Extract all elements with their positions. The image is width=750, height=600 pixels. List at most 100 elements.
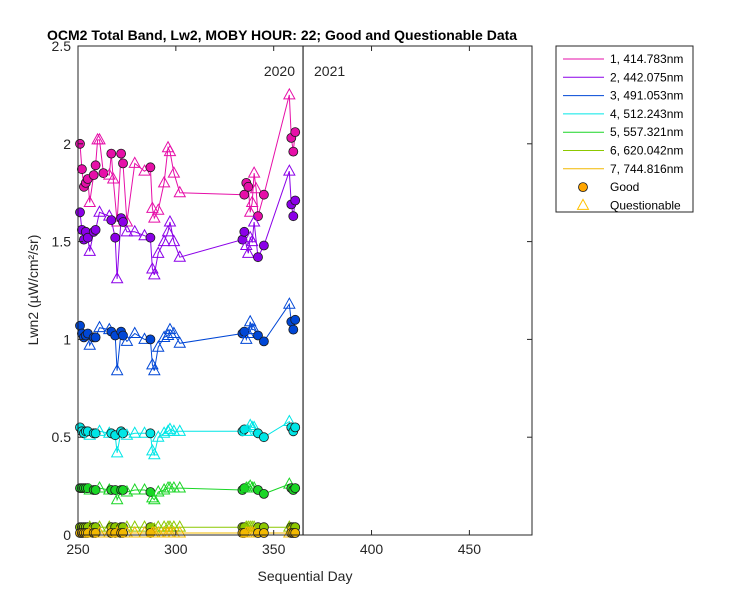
good-point	[88, 170, 99, 181]
questionable-point	[120, 428, 134, 440]
questionable-point	[241, 326, 255, 339]
series-2-442-075nm	[75, 164, 301, 284]
questionable-point	[128, 326, 142, 339]
good-point	[82, 232, 93, 243]
good-point	[75, 207, 85, 218]
good-point	[290, 483, 301, 494]
good-point	[90, 224, 101, 235]
good-point	[258, 189, 269, 200]
questionable-point	[151, 246, 165, 258]
axes-box	[77, 45, 533, 536]
good-point	[90, 160, 101, 171]
questionable-point	[93, 320, 106, 333]
good-point	[243, 181, 254, 192]
questionable-point	[120, 224, 134, 237]
good-point	[253, 330, 263, 341]
questionable-point	[93, 132, 106, 145]
y-tick-label: 2	[63, 136, 71, 152]
legend-label-questionable: Questionable	[610, 198, 681, 212]
good-point	[258, 336, 269, 347]
good-point	[118, 158, 128, 169]
questionable-point	[173, 526, 187, 538]
good-point	[118, 485, 128, 495]
x-tick-label: 400	[360, 541, 384, 557]
good-point	[258, 528, 269, 538]
y-tick-label: 0.5	[52, 429, 72, 445]
year-label-right: 2021	[314, 63, 345, 79]
questionable-point	[147, 211, 161, 223]
questionable-point	[128, 482, 142, 495]
legend-box	[555, 45, 694, 213]
questionable-point	[128, 426, 142, 438]
questionable-point	[147, 363, 161, 376]
questionable-point	[163, 215, 177, 227]
legend: 1, 414.783nm 2, 442.075nm 3, 491.053nm 4, 5…	[555, 45, 694, 213]
good-point	[258, 488, 269, 499]
good-point	[118, 528, 128, 538]
questionable-point	[245, 195, 259, 207]
good-point	[258, 240, 269, 251]
good-point	[145, 232, 156, 243]
questionable-point	[167, 166, 181, 178]
questionable-point	[167, 234, 181, 247]
legend-questionable-marker	[576, 198, 590, 210]
questionable-point	[106, 171, 120, 184]
x-tick-label: 350	[262, 541, 286, 557]
questionable-point	[83, 338, 97, 350]
good-point	[290, 422, 301, 433]
legend-good-marker	[578, 182, 588, 193]
questionable-point	[247, 166, 261, 178]
legend-label-good: Good	[610, 180, 639, 194]
legend-label-7-744-816nm: 7, 744.816nm	[610, 162, 683, 176]
questionable-point	[128, 526, 142, 538]
questionable-point	[146, 201, 159, 213]
questionable-point	[173, 250, 187, 262]
questionable-point	[146, 490, 159, 503]
questionable-point	[120, 484, 134, 497]
questionable-point	[243, 205, 257, 217]
questionable-point	[128, 224, 142, 237]
questionable-point	[151, 484, 165, 497]
x-axis-label: Sequential Day	[258, 568, 353, 584]
questionable-point	[120, 526, 134, 538]
good-point	[110, 232, 121, 243]
questionable-point	[110, 363, 124, 376]
good-point	[290, 195, 301, 206]
questionable-point	[239, 332, 253, 344]
questionable-point	[245, 234, 259, 247]
questionable-point	[151, 203, 165, 215]
good-point	[145, 162, 156, 173]
good-point	[253, 252, 263, 263]
questionable-point	[110, 445, 124, 458]
questionable-point	[147, 267, 161, 280]
questionable-point	[167, 326, 181, 339]
questionable-point	[110, 271, 124, 284]
good-point	[288, 146, 299, 157]
good-point	[290, 127, 301, 138]
good-point	[106, 148, 117, 159]
questionable-point	[128, 156, 142, 168]
questionable-point	[147, 492, 161, 505]
good-point	[239, 189, 250, 200]
good-point	[288, 211, 299, 222]
questionable-point	[128, 520, 142, 532]
series-4-512-243nm	[75, 414, 301, 460]
legend-label-4-512-243nm: 4, 512.243nm	[610, 107, 683, 121]
legend-label-3-491-053nm: 3, 491.053nm	[610, 89, 683, 103]
legend-label-6-620-042nm: 6, 620.042nm	[610, 144, 683, 158]
questionable-point	[151, 340, 165, 352]
questionable-point	[157, 482, 171, 495]
good-point	[290, 314, 301, 325]
questionable-point	[93, 526, 106, 538]
good-point	[106, 215, 117, 226]
y-tick-label: 0	[63, 527, 71, 543]
questionable-point	[282, 87, 296, 100]
questionable-point	[239, 238, 253, 251]
questionable-point	[93, 481, 106, 493]
questionable-point	[93, 424, 106, 436]
questionable-point	[110, 492, 124, 505]
legend-label-5-557-321nm: 5, 557.321nm	[610, 125, 683, 139]
y-tick-label: 1	[63, 331, 71, 347]
series-5-557-321nm	[75, 477, 301, 505]
